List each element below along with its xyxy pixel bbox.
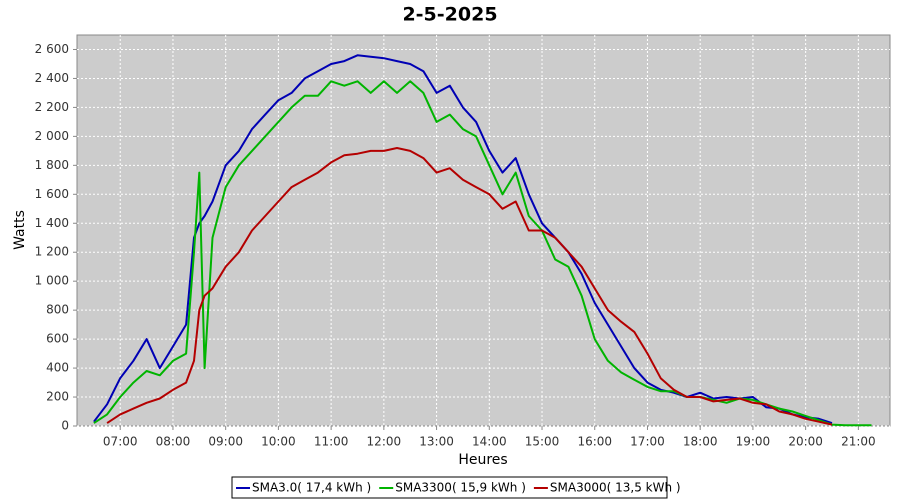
y-tick-label: 2 000 bbox=[35, 129, 69, 143]
y-tick-label: 1 600 bbox=[35, 187, 69, 201]
y-tick-label: 0 bbox=[61, 419, 69, 433]
x-tick-label: 12:00 bbox=[367, 435, 402, 449]
x-tick-label: 11:00 bbox=[314, 435, 349, 449]
y-tick-label: 800 bbox=[46, 303, 69, 317]
x-tick-label: 08:00 bbox=[156, 435, 191, 449]
x-tick-label: 19:00 bbox=[736, 435, 771, 449]
x-tick-label: 17:00 bbox=[630, 435, 665, 449]
x-tick-label: 20:00 bbox=[788, 435, 823, 449]
y-tick-label: 1 400 bbox=[35, 216, 69, 230]
y-tick-label: 1 800 bbox=[35, 158, 69, 172]
y-tick-label: 2 200 bbox=[35, 100, 69, 114]
x-tick-label: 16:00 bbox=[577, 435, 612, 449]
y-tick-label: 1 200 bbox=[35, 245, 69, 259]
x-tick-label: 18:00 bbox=[683, 435, 718, 449]
y-axis-label: Watts bbox=[12, 210, 28, 250]
y-tick-label: 600 bbox=[46, 332, 69, 346]
legend-box bbox=[231, 476, 668, 499]
legend-label: SMA3300( 15,9 kWh ) bbox=[395, 481, 526, 495]
x-tick-label: 21:00 bbox=[841, 435, 876, 449]
chart-title: 2-5-2025 bbox=[402, 4, 497, 26]
data-line bbox=[106, 147, 833, 426]
x-axis-label: Heures bbox=[458, 452, 507, 468]
x-tick-label: 09:00 bbox=[208, 435, 243, 449]
x-tick-label: 13:00 bbox=[419, 435, 454, 449]
y-tick-label: 400 bbox=[46, 361, 69, 375]
x-tick-label: 14:00 bbox=[472, 435, 507, 449]
y-tick-label: 1 000 bbox=[35, 274, 69, 288]
x-tick-label: 15:00 bbox=[525, 435, 560, 449]
y-tick-label: 2 600 bbox=[35, 42, 69, 56]
x-tick-label: 10:00 bbox=[261, 435, 296, 449]
data-line bbox=[93, 54, 833, 425]
legend-label: SMA3.0( 17,4 kWh ) bbox=[252, 481, 371, 495]
y-tick-label: 200 bbox=[46, 390, 69, 404]
y-tick-label: 2 400 bbox=[35, 71, 69, 85]
legend-label: SMA3000( 13,5 kWh ) bbox=[550, 481, 681, 495]
x-tick-label: 07:00 bbox=[103, 435, 138, 449]
plot-area bbox=[76, 34, 891, 427]
